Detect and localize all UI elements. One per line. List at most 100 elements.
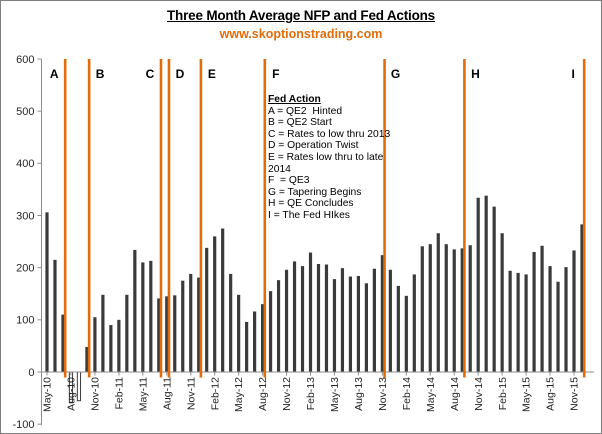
fed-action-letter-D: D [176,67,185,81]
bar [468,245,472,372]
x-tick-label: Nov-14 [473,377,485,411]
axes [37,58,594,426]
bar [61,314,65,372]
fed-action-line-C [159,59,163,378]
x-tick-label: Feb-11 [113,377,125,410]
bar [372,268,376,372]
bar [556,281,560,372]
fed-action-letter-B: B [96,67,105,81]
bar [540,245,544,372]
bar [492,206,496,372]
y-tick-label: -100 [12,419,34,431]
bar [149,260,153,372]
bar [340,268,345,372]
bar [324,264,329,372]
bar [460,248,464,372]
x-tick-label: May-15 [521,377,533,412]
fed-action-line-I [582,59,586,378]
x-tick-label: May-10 [42,377,54,412]
bar [276,280,281,372]
legend-items: A = QE2 Hinted B = QE2 Start C = Rates to … [268,106,390,222]
bar [221,228,225,372]
fed-action-line-D [167,59,171,378]
fed-action-letter-C: C [146,67,155,81]
watermark-link[interactable]: www.skoptionstrading.com [219,27,383,41]
y-tick-label: 500 [16,106,34,118]
bar [253,311,257,372]
bar [53,259,57,372]
bar [268,291,273,372]
bar [109,325,113,372]
bar [181,280,185,372]
bar [348,276,353,372]
bar [420,246,424,372]
x-tick-label: Nov-11 [185,377,197,410]
fed-action-legend: Fed Action A = QE2 Hinted B = QE2 Start C … [268,94,390,222]
fed-action-line-H [463,59,466,378]
bar [213,236,217,372]
legend-item: G = Tapering Begins [268,186,362,198]
bar [564,267,568,372]
x-tick-label: Aug-10 [66,377,78,411]
bar [300,266,305,372]
y-tick-label: 200 [16,262,34,274]
y-tick-label: 400 [16,158,34,170]
legend-item: C = Rates to low thru 2013 [268,128,391,140]
bar-negative [76,371,82,402]
legend-item: 2014 [268,163,291,175]
bar [404,295,408,372]
x-tick-label: Aug-14 [449,377,461,411]
bar [548,266,552,372]
legend-item: E = Rates low thru to late [268,151,384,163]
bar [380,255,384,372]
legend-item: I = The Fed HIkes [268,209,350,221]
legend-item: D = Operation Twist [268,140,359,152]
fed-action-line-G [383,59,386,378]
bar [396,285,400,372]
bar [356,276,361,372]
legend-title: Fed Action [268,94,321,105]
fed-action-lines: A B C D E F G H I [50,59,586,378]
y-tick-label: 100 [16,315,34,327]
chart-title: Three Month Average NFP and Fed Actions [167,8,435,23]
bar [237,294,241,372]
bar [261,304,265,372]
x-tick-label: Feb-13 [305,377,317,410]
fed-action-line-B [87,59,91,378]
bar [428,244,432,372]
bar [197,277,201,372]
bar [125,294,129,372]
bar [284,269,289,372]
y-tick-label: 300 [16,210,34,222]
x-tick-label: Aug-15 [545,377,557,411]
bar [85,346,89,372]
x-tick-label: Feb-12 [209,377,221,410]
x-tick-label: Nov-13 [377,377,389,411]
x-tick-label: Nov-15 [569,377,581,411]
x-tick-label: May-12 [233,377,245,412]
bar [205,247,209,372]
fed-action-letter-I: I [572,67,575,81]
fed-action-letter-A: A [50,67,59,81]
x-tick-label: Feb-15 [497,377,509,410]
bar [412,274,416,372]
fed-action-line-A [63,59,67,378]
bar [173,295,177,372]
bar [332,279,337,372]
fed-action-letter-H: H [471,67,480,81]
bar [157,298,161,372]
bar [532,252,536,372]
bar [101,294,105,372]
x-tick-label: Nov-10 [90,377,102,411]
bar [165,296,169,372]
legend-item: A = QE2 Hinted [268,105,343,117]
bar [316,264,321,372]
legend-item: F = QE3 [268,175,310,187]
bar [452,249,456,372]
bar [436,233,440,372]
bar [292,261,297,372]
bar [364,283,368,372]
x-tick-label: Feb-14 [401,377,413,410]
